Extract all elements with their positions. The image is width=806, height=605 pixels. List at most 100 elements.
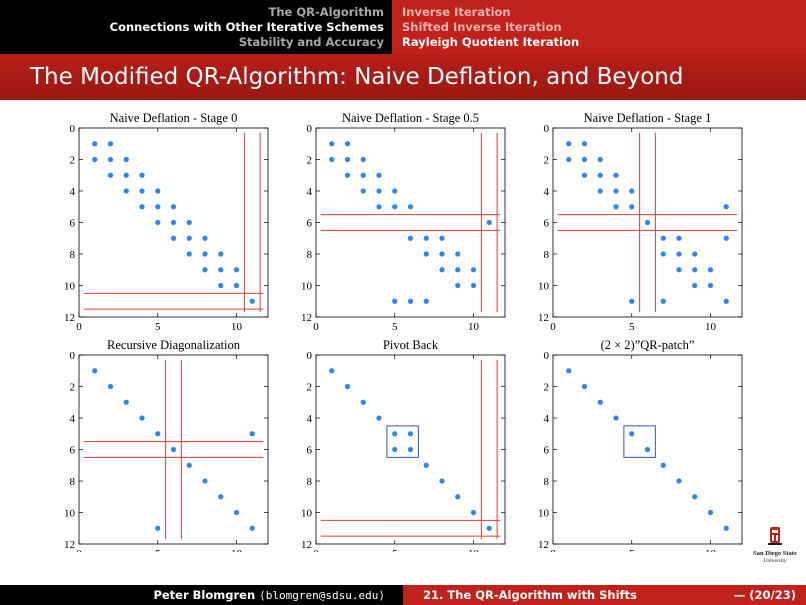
nonzero-entry-point bbox=[455, 251, 461, 257]
nav-subsection-3[interactable]: Rayleigh Quotient Iteration bbox=[402, 35, 580, 49]
y-tick-label: 4 bbox=[307, 186, 313, 198]
nonzero-entry-point bbox=[581, 383, 588, 390]
nonzero-entry-point bbox=[423, 298, 429, 304]
y-tick-label: 0 bbox=[544, 350, 550, 362]
axes-frame bbox=[315, 127, 506, 318]
subplot-3: Naive Deflation - Stage 1 0 5 10 0 2 4 6 8 10 12 bbox=[538, 111, 743, 333]
nonzero-entry-point bbox=[692, 251, 698, 257]
x-tick-label: 0 bbox=[313, 321, 319, 333]
y-tick-label: 4 bbox=[544, 186, 550, 198]
subplot-title: Naive Deflation - Stage 0.5 bbox=[342, 111, 479, 125]
subplot-title: Naive Deflation - Stage 1 bbox=[584, 111, 712, 125]
nonzero-entry-point bbox=[723, 204, 729, 210]
y-tick-label: 6 bbox=[307, 218, 313, 230]
nonzero-entry-point bbox=[423, 462, 429, 468]
x-tick-label: 5 bbox=[392, 321, 398, 333]
nonzero-entry-point bbox=[581, 141, 588, 147]
x-tick-label: 0 bbox=[76, 321, 82, 333]
y-tick-label: 10 bbox=[301, 281, 313, 293]
nonzero-entry-point bbox=[566, 141, 572, 147]
nav-section-2[interactable]: Connections with Other Iterative Schemes bbox=[109, 20, 384, 34]
nonzero-entry-point bbox=[92, 156, 98, 163]
y-tick-label: 2 bbox=[70, 382, 76, 394]
nonzero-entry-point bbox=[407, 204, 414, 210]
nonzero-entry-point bbox=[139, 172, 145, 178]
y-tick-label: 4 bbox=[307, 413, 313, 425]
nonzero-entry-point bbox=[107, 383, 114, 390]
y-tick-label: 12 bbox=[538, 539, 549, 551]
nonzero-entry-point bbox=[186, 219, 192, 226]
x-tick-label: 5 bbox=[392, 548, 398, 552]
nonzero-entry-point bbox=[613, 172, 619, 178]
nonzero-entry-point bbox=[707, 282, 714, 289]
y-tick-label: 2 bbox=[307, 155, 313, 167]
nonzero-entry-point bbox=[107, 156, 114, 163]
y-tick-label: 6 bbox=[70, 218, 76, 230]
subplot-title: Pivot Back bbox=[383, 338, 439, 352]
nonzero-entry-point bbox=[329, 141, 335, 147]
nonzero-entry-point bbox=[597, 172, 603, 178]
x-tick-label: 5 bbox=[629, 321, 635, 333]
nonzero-entry-point bbox=[233, 267, 240, 273]
nonzero-entry-point bbox=[439, 478, 445, 484]
nonzero-entry-point bbox=[676, 478, 682, 484]
footer-section[interactable]: 21. The QR-Algorithm with Shifts bbox=[423, 588, 637, 602]
y-tick-label: 4 bbox=[544, 413, 550, 425]
y-tick-label: 6 bbox=[544, 445, 550, 457]
nonzero-entry-point bbox=[486, 219, 492, 226]
footer-email[interactable]: ⟨blomgren@sdsu.edu⟩ bbox=[259, 589, 385, 602]
nav-section-3[interactable]: Stability and Accuracy bbox=[238, 35, 384, 49]
nonzero-entry-point bbox=[439, 267, 445, 273]
nonzero-entry-point bbox=[392, 298, 398, 304]
y-tick-label: 0 bbox=[307, 123, 313, 135]
y-tick-label: 6 bbox=[544, 218, 550, 230]
nonzero-entry-point bbox=[218, 282, 224, 289]
qr-patch-box bbox=[386, 425, 419, 458]
nonzero-entry-point bbox=[407, 446, 414, 453]
nonzero-entry-point bbox=[360, 188, 366, 194]
nonzero-entry-point bbox=[407, 431, 414, 437]
nonzero-entry-point bbox=[581, 172, 588, 178]
nonzero-entry-point bbox=[218, 267, 224, 273]
nonzero-entry-point bbox=[186, 235, 192, 241]
nonzero-entry-point bbox=[376, 172, 382, 178]
nonzero-entry-point bbox=[376, 188, 382, 194]
nonzero-entry-point bbox=[202, 267, 208, 273]
nonzero-entry-point bbox=[660, 251, 666, 257]
subplot-2: Naive Deflation - Stage 0.5 0 5 10 0 2 4 6 8 10 12 bbox=[301, 111, 506, 333]
nonzero-entry-point bbox=[439, 235, 445, 241]
nonzero-entry-point bbox=[123, 172, 129, 178]
logo-line-2: University bbox=[763, 558, 786, 564]
nonzero-entry-point bbox=[170, 204, 177, 210]
y-tick-label: 8 bbox=[544, 476, 550, 488]
nonzero-entry-point bbox=[692, 267, 698, 273]
nonzero-entry-point bbox=[107, 172, 114, 178]
nonzero-entry-point bbox=[676, 267, 682, 273]
y-tick-label: 10 bbox=[538, 508, 550, 520]
subplot-1: Naive Deflation - Stage 0 0 5 10 0 2 4 6 8 10 12 bbox=[64, 111, 269, 333]
nonzero-entry-point bbox=[202, 478, 208, 484]
nonzero-entry-point bbox=[139, 188, 145, 194]
qr-patch-box bbox=[623, 425, 656, 458]
nav-section-1[interactable]: The QR-Algorithm bbox=[268, 5, 385, 19]
nonzero-entry-point bbox=[455, 494, 461, 500]
nonzero-entry-point bbox=[597, 399, 603, 405]
y-tick-label: 8 bbox=[544, 249, 550, 261]
nav-subsection-2[interactable]: Shifted Inverse Iteration bbox=[402, 20, 562, 34]
y-tick-label: 8 bbox=[70, 476, 76, 488]
y-tick-label: 12 bbox=[64, 539, 75, 551]
nonzero-entry-point bbox=[644, 219, 651, 226]
nonzero-entry-point bbox=[423, 251, 429, 257]
subplot-title: Naive Deflation - Stage 0 bbox=[110, 111, 238, 125]
nonzero-entry-point bbox=[155, 204, 161, 210]
x-tick-label: 0 bbox=[76, 548, 82, 552]
x-tick-label: 0 bbox=[313, 548, 319, 552]
nonzero-entry-point bbox=[392, 188, 398, 194]
nonzero-entry-point bbox=[407, 235, 414, 241]
subplot-6: (2 × 2)”QR-patch” 0 5 10 0 2 4 6 8 10 12 bbox=[538, 338, 743, 552]
nonzero-entry-point bbox=[170, 219, 177, 226]
nonzero-entry-point bbox=[470, 267, 477, 273]
y-tick-label: 8 bbox=[307, 476, 313, 488]
subplot-title: Recursive Diagonalization bbox=[107, 338, 241, 352]
nav-subsection-1[interactable]: Inverse Iteration bbox=[402, 5, 511, 19]
